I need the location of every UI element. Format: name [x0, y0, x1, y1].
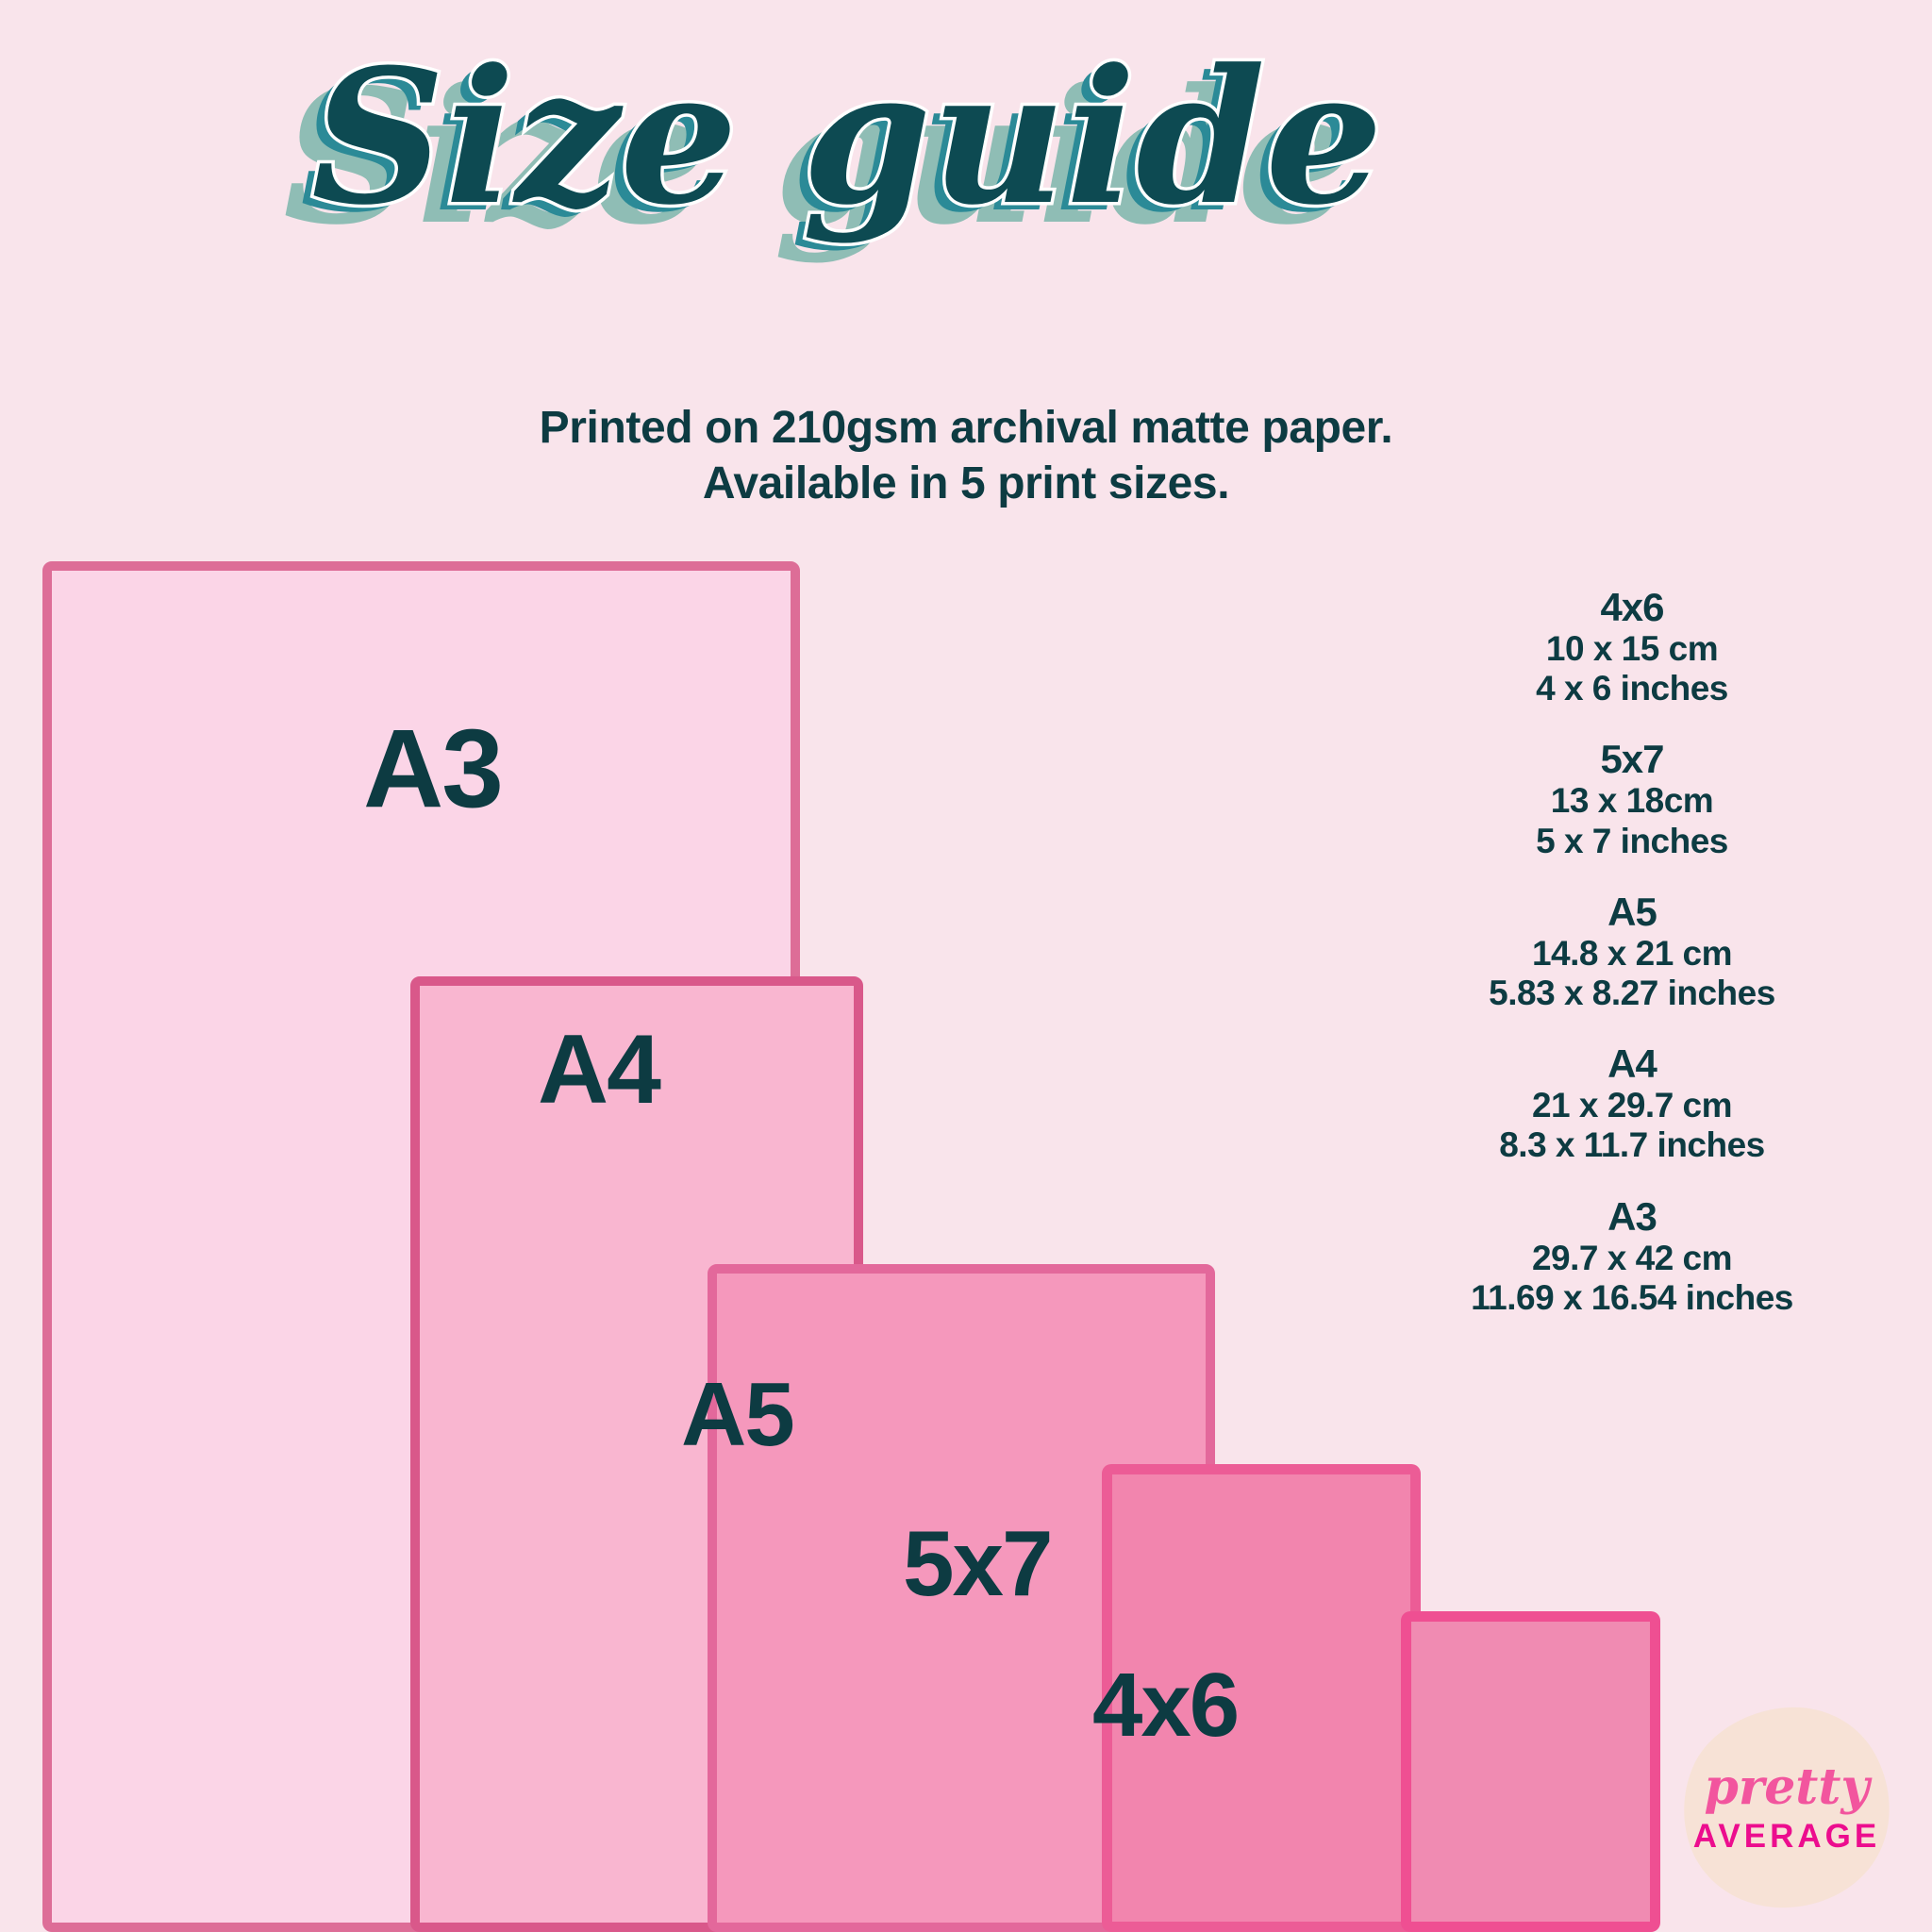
paper-label-a5: A5 [681, 1364, 795, 1465]
logo-caps-text: AVERAGE [1693, 1818, 1881, 1855]
logo-script-text: pretty [1704, 1758, 1873, 1816]
legend-entry-a3: A3 29.7 x 42 cm 11.69 x 16.54 inches [1396, 1194, 1868, 1318]
subtitle-line-2: Available in 5 print sizes. [702, 458, 1230, 508]
legend-size-name: A4 [1607, 1041, 1657, 1087]
paper-label-a4: A4 [538, 1015, 661, 1124]
subtitle-line-1: Printed on 210gsm archival matte paper. [539, 403, 1393, 453]
legend-entry-a4: A4 21 x 29.7 cm 8.3 x 11.7 inches [1396, 1041, 1868, 1165]
paper-rect-5x7 [1102, 1464, 1421, 1932]
title-main-layer: Size guide [311, 29, 1383, 246]
brand-logo: pretty AVERAGE [1677, 1704, 1896, 1913]
legend-size-cm: 10 x 15 cm [1545, 629, 1719, 669]
legend-size-cm: 13 x 18cm [1550, 781, 1714, 821]
paper-label-5x7: 5x7 [903, 1511, 1054, 1615]
legend-size-inches: 11.69 x 16.54 inches [1471, 1277, 1793, 1317]
legend-size-cm: 14.8 x 21 cm [1531, 933, 1733, 973]
paper-label-a3: A3 [363, 707, 504, 831]
legend-size-inches: 5.83 x 8.27 inches [1489, 973, 1775, 1012]
title-art: Size guide Size guide Size guide [283, 26, 1387, 267]
legend-size-cm: 29.7 x 42 cm [1531, 1238, 1733, 1277]
legend-entry-5x7: 5x7 13 x 18cm 5 x 7 inches [1396, 737, 1868, 860]
legend-size-name: A5 [1607, 889, 1657, 934]
legend-size-inches: 4 x 6 inches [1536, 669, 1728, 708]
subtitle-block: Printed on 210gsm archival matte paper. … [0, 401, 1932, 511]
legend-size-cm: 21 x 29.7 cm [1531, 1086, 1733, 1125]
legend-size-inches: 5 x 7 inches [1536, 821, 1728, 860]
legend-entry-4x6: 4x6 10 x 15 cm 4 x 6 inches [1396, 585, 1868, 708]
title-shadow-layer: Size guide [283, 49, 1355, 266]
legend-size-name: A3 [1607, 1193, 1657, 1239]
legend-size-name: 4x6 [1600, 585, 1664, 629]
logo-art: pretty AVERAGE [1684, 1707, 1890, 1908]
paper-rect-4x6 [1401, 1611, 1660, 1932]
legend-size-name: 5x7 [1600, 737, 1664, 782]
size-legend: 4x6 10 x 15 cm 4 x 6 inches 5x7 13 x 18cm 5 x… [1396, 585, 1868, 1318]
title-mid-layer: Size guide [300, 37, 1372, 254]
legend-entry-a5: A5 14.8 x 21 cm 5.83 x 8.27 inches [1396, 890, 1868, 1013]
title-block: Size guide Size guide Size guide [0, 9, 1932, 292]
paper-label-4x6: 4x6 [1092, 1655, 1240, 1756]
legend-size-inches: 8.3 x 11.7 inches [1499, 1125, 1765, 1165]
logo-blob-shape [1684, 1707, 1890, 1908]
